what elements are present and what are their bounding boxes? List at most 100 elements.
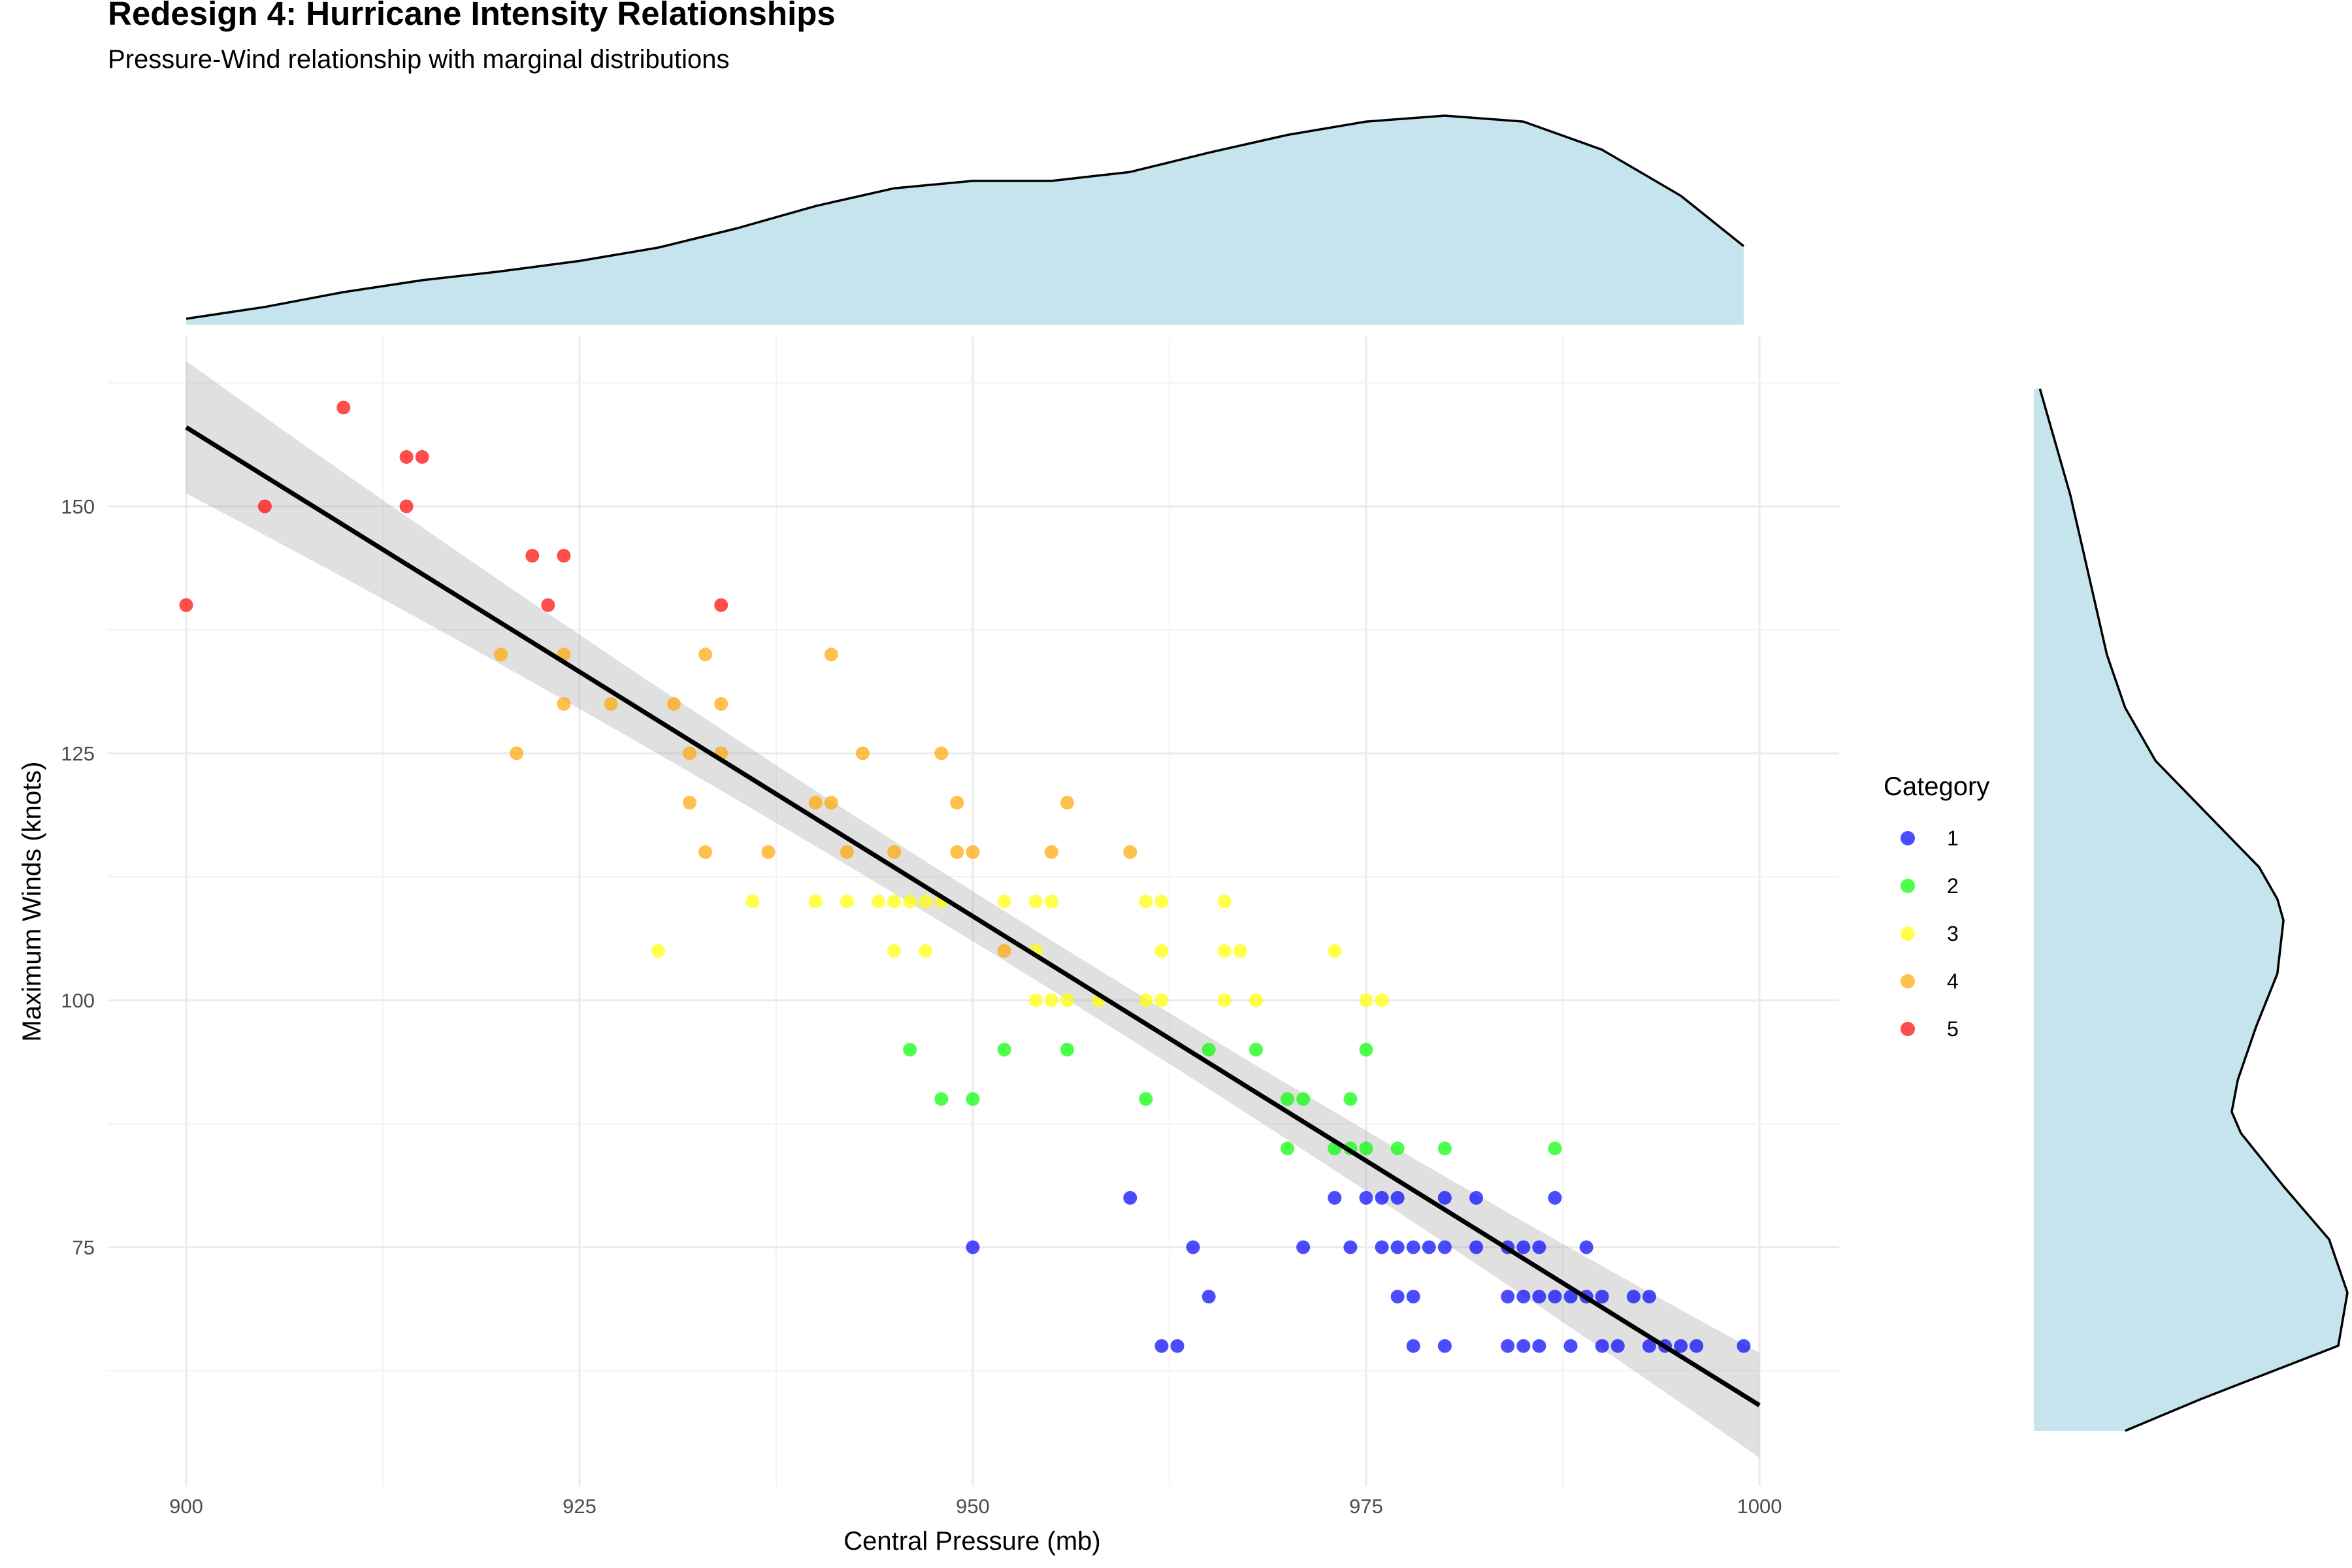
- data-point-category-5: [525, 549, 540, 563]
- data-point-category-4: [714, 696, 728, 711]
- data-point-category-3: [1217, 894, 1232, 909]
- data-point-category-4: [698, 647, 713, 662]
- data-point-category-4: [966, 845, 980, 859]
- data-point-category-5: [541, 598, 555, 612]
- legend-key-1: [1901, 831, 1915, 845]
- data-point-category-3: [887, 894, 902, 909]
- data-point-category-3: [1028, 993, 1043, 1007]
- data-point-category-3: [997, 894, 1011, 909]
- legend-key-4: [1901, 974, 1915, 988]
- data-point-category-4: [934, 746, 949, 760]
- data-point-category-2: [1249, 1043, 1263, 1057]
- data-point-category-1: [1642, 1339, 1656, 1353]
- y-tick-label: 75: [73, 1236, 95, 1259]
- data-point-category-4: [950, 796, 964, 810]
- x-axis-title: Central Pressure (mb): [843, 1527, 1100, 1556]
- data-point-category-3: [1060, 993, 1074, 1007]
- data-point-category-1: [1170, 1339, 1184, 1353]
- data-point-category-1: [1642, 1290, 1656, 1304]
- data-point-category-5: [399, 499, 414, 514]
- data-point-category-3: [1154, 943, 1169, 958]
- data-point-category-1: [1737, 1339, 1751, 1353]
- marginal-x-curve: [186, 114, 1744, 320]
- data-point-category-1: [1390, 1190, 1405, 1205]
- data-point-category-2: [1390, 1141, 1405, 1156]
- x-tick-label: 1000: [1737, 1495, 1782, 1518]
- data-point-category-1: [1437, 1240, 1452, 1254]
- data-point-category-1: [1296, 1240, 1311, 1254]
- y-tick-label: 125: [61, 742, 95, 765]
- legend-title: Category: [1884, 772, 1989, 801]
- data-point-category-3: [808, 894, 823, 909]
- data-point-category-5: [399, 449, 414, 464]
- data-point-category-1: [1469, 1190, 1484, 1205]
- legend-label-4: 4: [1947, 970, 1959, 993]
- data-point-category-1: [1516, 1290, 1531, 1304]
- data-point-category-5: [415, 449, 429, 464]
- data-point-category-1: [1532, 1290, 1546, 1304]
- marginal-x-density: [186, 114, 1744, 325]
- data-point-category-4: [824, 796, 838, 810]
- data-point-category-3: [1217, 993, 1232, 1007]
- data-point-category-1: [1375, 1190, 1389, 1205]
- legend-key-2: [1901, 879, 1915, 893]
- data-point-category-1: [1595, 1290, 1609, 1304]
- data-point-category-1: [1532, 1339, 1546, 1353]
- data-point-category-5: [336, 400, 351, 415]
- data-point-category-1: [1328, 1190, 1342, 1205]
- data-point-category-3: [1217, 943, 1232, 958]
- regression-line: [185, 425, 1761, 1407]
- data-point-category-1: [1501, 1339, 1515, 1353]
- data-point-category-4: [683, 746, 697, 760]
- data-point-category-1: [1563, 1290, 1578, 1304]
- data-point-category-1: [1579, 1240, 1593, 1254]
- data-point-category-1: [1437, 1190, 1452, 1205]
- y-axis-title: Maximum Winds (knots): [18, 762, 46, 1042]
- data-point-category-4: [840, 845, 854, 859]
- data-point-category-2: [1437, 1141, 1452, 1156]
- data-point-category-4: [997, 943, 1011, 958]
- data-point-category-1: [1343, 1240, 1358, 1254]
- data-point-category-3: [840, 894, 854, 909]
- data-point-category-4: [855, 746, 870, 760]
- data-point-category-4: [494, 647, 508, 662]
- data-point-category-5: [557, 549, 571, 563]
- legend-label-1: 1: [1947, 826, 1959, 850]
- chart-title: Redesign 4: Hurricane Intensity Relation…: [108, 0, 836, 32]
- data-point-category-1: [1154, 1339, 1169, 1353]
- data-point-category-3: [1044, 993, 1058, 1007]
- data-point-category-1: [1516, 1240, 1531, 1254]
- legend-items: 1 2 3 4 5: [1901, 826, 1959, 1041]
- legend-key-3: [1901, 926, 1915, 941]
- data-point-category-4: [557, 696, 571, 711]
- data-point-category-1: [1532, 1240, 1546, 1254]
- data-point-category-2: [1343, 1092, 1358, 1106]
- marginal-y-density: [2034, 388, 2349, 1432]
- data-point-category-4: [666, 696, 681, 711]
- data-point-category-1: [1186, 1240, 1200, 1254]
- data-point-category-1: [1359, 1190, 1373, 1205]
- x-axis-ticks: 900 925 950 975 1000: [169, 1495, 1782, 1518]
- data-point-category-3: [1375, 993, 1389, 1007]
- data-point-category-5: [714, 598, 728, 612]
- data-point-category-4: [683, 796, 697, 810]
- data-point-category-3: [1359, 993, 1373, 1007]
- data-point-category-1: [1610, 1339, 1625, 1353]
- data-point-category-1: [1501, 1290, 1515, 1304]
- legend-label-3: 3: [1947, 922, 1959, 945]
- data-point-category-3: [1154, 894, 1169, 909]
- plot-area: [108, 336, 1839, 1486]
- confidence-band: [186, 361, 1759, 1458]
- data-point-category-1: [1123, 1190, 1137, 1205]
- data-point-category-4: [510, 746, 524, 760]
- data-point-category-4: [1123, 845, 1137, 859]
- data-point-category-4: [887, 845, 902, 859]
- data-point-category-1: [1516, 1339, 1531, 1353]
- data-point-category-2: [1201, 1043, 1216, 1057]
- data-point-category-2: [966, 1092, 980, 1106]
- data-point-category-5: [257, 499, 272, 514]
- chart-subtitle: Pressure-Wind relationship with marginal…: [108, 45, 730, 74]
- y-axis-ticks: 75 100 125 150: [61, 495, 95, 1259]
- data-point-category-3: [651, 943, 665, 958]
